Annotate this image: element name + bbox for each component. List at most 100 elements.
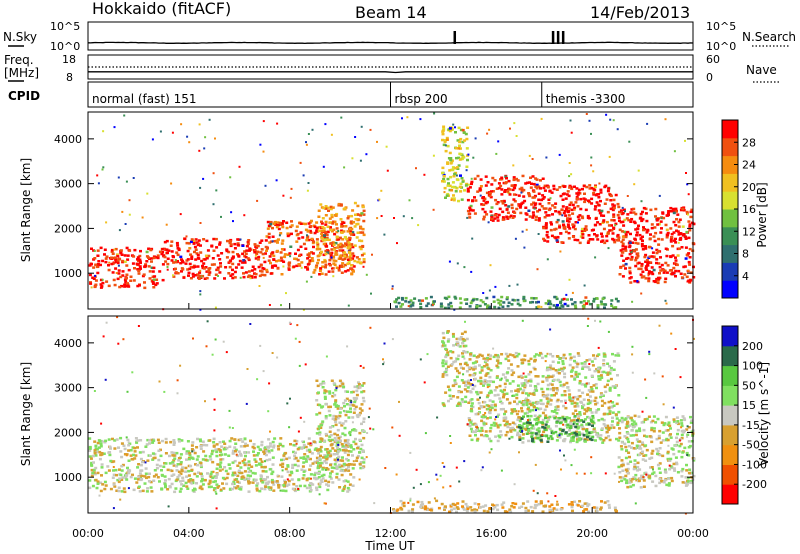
scatter-cell xyxy=(342,449,345,452)
scatter-cell xyxy=(315,248,319,251)
scatter-cell xyxy=(521,230,524,233)
scatter-cell xyxy=(335,472,339,476)
scatter-cell xyxy=(339,469,343,472)
scatter-cell xyxy=(531,437,534,440)
scatter-cell xyxy=(334,253,338,256)
scatter-cell xyxy=(668,424,672,427)
scatter-cell xyxy=(505,392,509,395)
scatter-cell xyxy=(333,214,337,217)
scatter-cell xyxy=(530,427,534,430)
scatter-cell xyxy=(684,237,688,240)
scatter-cell xyxy=(465,147,469,150)
scatter-cell xyxy=(426,302,430,305)
scatter-cell xyxy=(518,416,521,419)
scatter-cell xyxy=(592,188,596,191)
scatter-cell xyxy=(557,361,561,364)
scatter-cell xyxy=(468,358,472,361)
scatter-cell xyxy=(233,473,237,476)
scatter-cell xyxy=(179,480,182,483)
scatter-cell xyxy=(656,223,660,226)
power-ylabel: Slant Range [km] xyxy=(19,158,33,262)
scatter-cell xyxy=(446,330,450,333)
scatter-cell xyxy=(559,194,563,198)
scatter-cell xyxy=(102,452,106,455)
scatter-cell xyxy=(633,463,637,466)
scatter-cell xyxy=(238,487,242,490)
scatter-cell xyxy=(482,218,486,221)
nsky-panel: N.Sky 10^5 10^0 10^5 10^0 N.Search xyxy=(3,20,796,53)
scatter-cell xyxy=(214,137,216,140)
scatter-cell xyxy=(362,390,366,393)
scatter-cell xyxy=(547,437,550,440)
scatter-cell xyxy=(280,304,282,307)
scatter-cell xyxy=(538,208,542,212)
scatter-cell xyxy=(292,450,295,454)
scatter-cell xyxy=(449,397,453,400)
scatter-cell xyxy=(128,249,132,252)
scatter-cell xyxy=(573,359,576,363)
scatter-cell xyxy=(592,300,596,303)
freq-tick-top: 18 xyxy=(62,53,76,66)
scatter-cell xyxy=(172,439,176,442)
scatter-cell xyxy=(626,415,630,419)
scatter-cell xyxy=(123,260,127,263)
scatter-cell xyxy=(309,464,313,467)
scatter-cell xyxy=(635,438,639,441)
scatter-cell xyxy=(558,226,562,229)
scatter-cell xyxy=(608,389,612,392)
scatter-cell xyxy=(234,448,238,452)
scatter-cell xyxy=(533,360,537,363)
scatter-cell xyxy=(343,251,347,254)
scatter-cell xyxy=(549,197,552,200)
scatter-cell xyxy=(518,204,522,208)
scatter-cell xyxy=(330,215,334,219)
scatter-cell xyxy=(156,438,160,442)
scatter-cell xyxy=(341,422,345,425)
scatter-cell xyxy=(317,215,321,218)
scatter-cell xyxy=(168,462,172,465)
scatter-cell xyxy=(228,241,232,245)
scatter-cell xyxy=(443,186,447,190)
scatter-cell xyxy=(585,423,589,426)
scatter-cell xyxy=(296,464,300,468)
scatter-cell xyxy=(354,213,357,216)
scatter-cell xyxy=(331,481,335,484)
scatter-cell xyxy=(153,275,157,278)
scatter-cell xyxy=(324,230,328,234)
scatter-cell xyxy=(319,426,323,429)
scatter-cell xyxy=(500,200,504,203)
scatter-cell xyxy=(624,262,628,266)
scatter-cell xyxy=(224,469,228,473)
scatter-cell xyxy=(531,211,535,214)
scatter-cell xyxy=(510,373,514,377)
scatter-cell xyxy=(674,256,677,259)
scatter-cell xyxy=(593,208,597,211)
scatter-cell xyxy=(564,197,568,200)
scatter-cell xyxy=(482,434,486,438)
scatter-cell xyxy=(599,199,602,203)
scatter-cell xyxy=(577,221,579,224)
scatter-cell xyxy=(569,440,572,444)
scatter-cell xyxy=(522,299,526,303)
scatter-cell xyxy=(556,218,560,222)
scatter-cell xyxy=(103,480,107,484)
scatter-cell xyxy=(267,486,271,489)
scatter-cell xyxy=(407,305,410,308)
scatter-cell xyxy=(557,372,561,375)
scatter-cell xyxy=(459,362,462,366)
scatter-cell xyxy=(469,419,473,423)
scatter-cell xyxy=(277,486,281,489)
scatter-cell xyxy=(341,225,345,228)
scatter-cell xyxy=(576,352,580,355)
scatter-cell xyxy=(171,460,175,464)
scatter-cell xyxy=(441,375,445,378)
scatter-cell xyxy=(263,487,267,491)
scatter-cell xyxy=(310,452,314,455)
scatter-cell xyxy=(189,240,193,244)
scatter-cell xyxy=(566,217,569,220)
scatter-cell xyxy=(340,229,344,232)
scatter-cell xyxy=(530,431,534,435)
scatter-cell xyxy=(328,430,332,433)
scatter-cell xyxy=(316,261,320,265)
scatter-cell xyxy=(127,449,131,452)
